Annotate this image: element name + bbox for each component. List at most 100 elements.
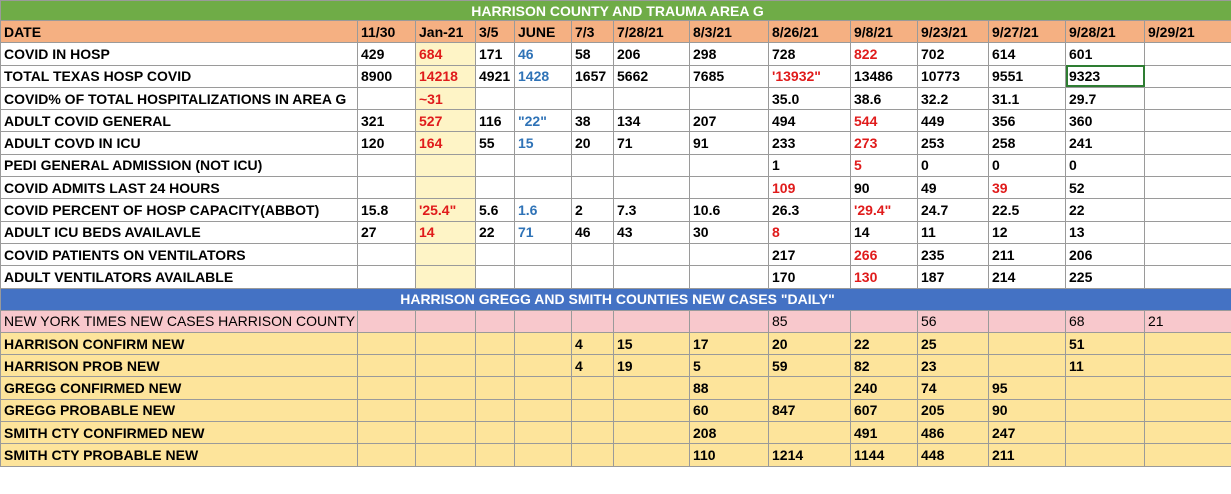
- data-cell[interactable]: [475, 242, 515, 267]
- data-cell[interactable]: 35.0: [768, 86, 851, 111]
- data-cell[interactable]: [357, 86, 416, 111]
- data-cell[interactable]: 211: [988, 242, 1066, 267]
- data-cell[interactable]: 38: [571, 109, 614, 133]
- data-cell[interactable]: [613, 443, 690, 467]
- data-cell[interactable]: 207: [689, 109, 769, 133]
- data-cell[interactable]: 614: [988, 42, 1066, 66]
- data-cell[interactable]: [768, 376, 851, 400]
- data-cell[interactable]: 187: [917, 265, 989, 289]
- header-cell-9-29-21[interactable]: 9/29/21: [1143, 19, 1231, 44]
- data-cell[interactable]: 1214: [768, 443, 851, 467]
- data-cell[interactable]: 2: [571, 198, 614, 222]
- header-cell-jan-21[interactable]: Jan-21: [415, 19, 476, 44]
- data-cell[interactable]: 59: [768, 354, 851, 378]
- data-cell[interactable]: 27: [357, 220, 416, 244]
- data-cell[interactable]: 68: [1065, 309, 1145, 333]
- data-cell[interactable]: [415, 331, 476, 356]
- data-cell[interactable]: [1143, 131, 1231, 155]
- data-cell[interactable]: [514, 265, 572, 289]
- data-cell[interactable]: 110: [689, 443, 769, 467]
- data-cell[interactable]: [1143, 64, 1231, 88]
- data-cell[interactable]: 5662: [613, 64, 690, 88]
- data-cell[interactable]: [415, 354, 476, 378]
- data-cell[interactable]: 15: [514, 131, 572, 155]
- data-cell[interactable]: 10.6: [689, 198, 769, 222]
- data-cell[interactable]: [571, 86, 614, 111]
- data-cell[interactable]: [613, 265, 690, 289]
- data-cell[interactable]: 164: [415, 131, 476, 155]
- data-cell[interactable]: 205: [917, 398, 989, 423]
- data-cell[interactable]: 19: [613, 354, 690, 378]
- section-title-cases[interactable]: HARRISON GREGG AND SMITH COUNTIES NEW CA…: [0, 287, 1231, 311]
- data-cell[interactable]: 49: [917, 176, 989, 200]
- data-cell[interactable]: [475, 265, 515, 289]
- data-cell[interactable]: [689, 176, 769, 200]
- data-cell[interactable]: [514, 86, 572, 111]
- data-cell[interactable]: 5: [689, 354, 769, 378]
- header-cell-3-5[interactable]: 3/5: [475, 19, 515, 44]
- row-label[interactable]: SMITH CTY CONFIRMED NEW: [0, 421, 358, 445]
- data-cell[interactable]: [689, 309, 769, 333]
- data-cell[interactable]: [514, 398, 572, 423]
- data-cell[interactable]: [514, 376, 572, 400]
- data-cell[interactable]: [357, 331, 416, 356]
- data-cell[interactable]: 5: [850, 153, 918, 178]
- data-cell[interactable]: [571, 265, 614, 289]
- data-cell[interactable]: 32.2: [917, 86, 989, 111]
- data-cell[interactable]: [613, 86, 690, 111]
- row-label[interactable]: HARRISON CONFIRM NEW: [0, 331, 358, 356]
- data-cell[interactable]: [514, 176, 572, 200]
- row-label[interactable]: COVID% OF TOTAL HOSPITALIZATIONS IN AREA…: [0, 86, 358, 111]
- data-cell[interactable]: 217: [768, 242, 851, 267]
- data-cell[interactable]: 71: [613, 131, 690, 155]
- data-cell[interactable]: [571, 398, 614, 423]
- data-cell[interactable]: 22: [1065, 198, 1145, 222]
- data-cell[interactable]: [613, 421, 690, 445]
- row-label[interactable]: SMITH CTY PROBABLE NEW: [0, 443, 358, 467]
- data-cell[interactable]: 266: [850, 242, 918, 267]
- data-cell[interactable]: [613, 176, 690, 200]
- data-cell[interactable]: [475, 398, 515, 423]
- data-cell[interactable]: 14: [850, 220, 918, 244]
- data-cell[interactable]: 208: [689, 421, 769, 445]
- data-cell[interactable]: 356: [988, 109, 1066, 133]
- data-cell[interactable]: 607: [850, 398, 918, 423]
- data-cell[interactable]: [1143, 109, 1231, 133]
- data-cell[interactable]: 214: [988, 265, 1066, 289]
- data-cell[interactable]: 109: [768, 176, 851, 200]
- data-cell[interactable]: [415, 443, 476, 467]
- data-cell[interactable]: [689, 86, 769, 111]
- data-cell[interactable]: [1143, 198, 1231, 222]
- data-cell[interactable]: [689, 153, 769, 178]
- row-label[interactable]: GREGG PROBABLE NEW: [0, 398, 358, 423]
- header-cell-11-30[interactable]: 11/30: [357, 19, 416, 44]
- data-cell[interactable]: [514, 443, 572, 467]
- data-cell[interactable]: [1143, 242, 1231, 267]
- data-cell[interactable]: 13486: [850, 64, 918, 88]
- data-cell[interactable]: 22: [850, 331, 918, 356]
- data-cell[interactable]: [850, 309, 918, 333]
- data-cell[interactable]: 527: [415, 109, 476, 133]
- data-cell[interactable]: 15.8: [357, 198, 416, 222]
- data-cell[interactable]: 7685: [689, 64, 769, 88]
- data-cell[interactable]: [613, 309, 690, 333]
- row-label[interactable]: COVID PERCENT OF HOSP CAPACITY(ABBOT): [0, 198, 358, 222]
- row-label[interactable]: GREGG CONFIRMED NEW: [0, 376, 358, 400]
- data-cell[interactable]: 11: [1065, 354, 1145, 378]
- row-label[interactable]: ADULT ICU BEDS AVAILAVLE: [0, 220, 358, 244]
- data-cell[interactable]: [1143, 265, 1231, 289]
- data-cell[interactable]: 10773: [917, 64, 989, 88]
- data-cell[interactable]: 46: [571, 220, 614, 244]
- data-cell[interactable]: 822: [850, 42, 918, 66]
- data-cell[interactable]: [475, 331, 515, 356]
- row-label[interactable]: COVID PATIENTS ON VENTILATORS: [0, 242, 358, 267]
- data-cell[interactable]: '13932": [768, 64, 851, 88]
- data-cell[interactable]: "22": [514, 109, 572, 133]
- data-cell[interactable]: 486: [917, 421, 989, 445]
- data-cell[interactable]: [1143, 86, 1231, 111]
- data-cell[interactable]: 20: [571, 131, 614, 155]
- data-cell[interactable]: 171: [475, 42, 515, 66]
- data-cell[interactable]: 22.5: [988, 198, 1066, 222]
- data-cell[interactable]: 241: [1065, 131, 1145, 155]
- data-cell[interactable]: 22: [475, 220, 515, 244]
